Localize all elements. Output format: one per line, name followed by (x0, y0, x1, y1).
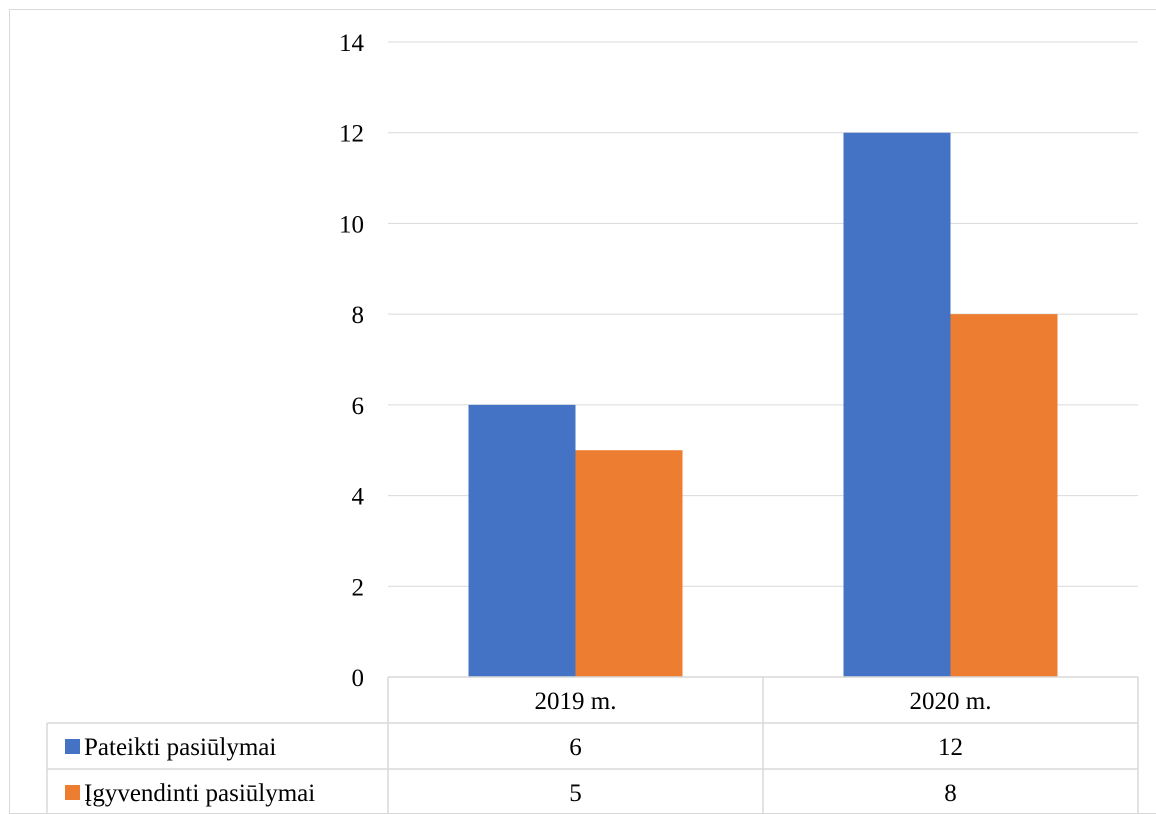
bars (468, 132, 1058, 677)
y-tick-label: 2 (352, 574, 365, 601)
x-tick-label: 2019 m. (535, 688, 617, 715)
bar (468, 404, 576, 677)
data-label: 12 (938, 734, 963, 761)
bar (843, 132, 951, 677)
bar (575, 450, 683, 677)
data-label: 5 (569, 780, 582, 807)
y-tick-label: 10 (339, 211, 364, 238)
y-tick-label: 14 (339, 30, 365, 57)
y-tick-label: 0 (352, 665, 365, 692)
legend-swatch (65, 785, 80, 800)
y-tick-label: 12 (339, 121, 364, 148)
bar (950, 314, 1058, 677)
y-tick-label: 4 (352, 484, 365, 511)
legend-label: Įgyvendinti pasiūlymai (84, 780, 315, 807)
data-label: 8 (944, 780, 957, 807)
legend-label: Pateikti pasiūlymai (84, 734, 276, 761)
y-axis-ticks: 0 2 4 6 8 10 12 14 (339, 30, 365, 692)
data-table: 2019 m. 2020 m. Pateikti pasiūlymai 6 12 Įgyv… (46, 676, 1139, 814)
x-tick-label: 2020 m. (910, 688, 992, 715)
data-label: 6 (569, 734, 582, 761)
y-tick-label: 8 (352, 302, 365, 329)
legend-swatch (65, 739, 80, 754)
y-tick-label: 6 (352, 393, 365, 420)
